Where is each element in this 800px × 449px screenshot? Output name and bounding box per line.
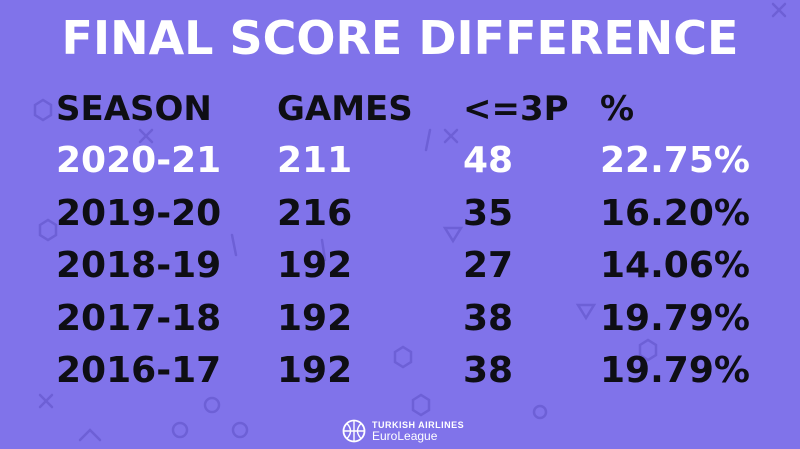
cell-close-games-row-0: 48 — [463, 140, 514, 181]
brand-line-2: EuroLeague — [372, 429, 438, 443]
cell-games-row-1: 216 — [277, 192, 353, 234]
header-percent: % — [600, 89, 635, 129]
header-games: GAMES — [277, 89, 413, 129]
cell-percent-row-1: 16.20% — [600, 192, 750, 234]
cell-percent-row-4: 19.79% — [600, 350, 750, 391]
brand-logo-block: TURKISH AIRLINES EuroLeague — [342, 418, 464, 444]
header-close-games: <=3P — [463, 89, 569, 129]
cell-percent-row-3: 19.79% — [600, 297, 750, 339]
cell-percent-row-0: 22.75% — [600, 140, 750, 181]
cell-season-row-3: 2017-18 — [56, 297, 222, 339]
chart-title: FINAL SCORE DIFFERENCE — [61, 11, 739, 65]
cell-season-row-4: 2016-17 — [56, 350, 222, 391]
header-season: SEASON — [56, 89, 212, 129]
cell-season-row-2: 2018-19 — [56, 245, 222, 286]
euroleague-ball-icon — [342, 419, 366, 443]
cell-close-games-row-3: 38 — [463, 297, 514, 339]
cell-games-row-3: 192 — [277, 297, 353, 339]
cell-close-games-row-2: 27 — [463, 245, 514, 286]
cell-games-row-0: 211 — [277, 140, 353, 181]
brand-line-1: TURKISH AIRLINES — [372, 420, 465, 430]
cell-season-row-1: 2019-20 — [56, 192, 222, 234]
cell-season-row-0: 2020-21 — [56, 140, 222, 181]
cell-percent-row-2: 14.06% — [600, 245, 750, 286]
cell-games-row-4: 192 — [277, 350, 353, 391]
cell-games-row-2: 192 — [277, 245, 353, 286]
cell-close-games-row-1: 35 — [463, 192, 514, 234]
cell-close-games-row-4: 38 — [463, 350, 514, 391]
